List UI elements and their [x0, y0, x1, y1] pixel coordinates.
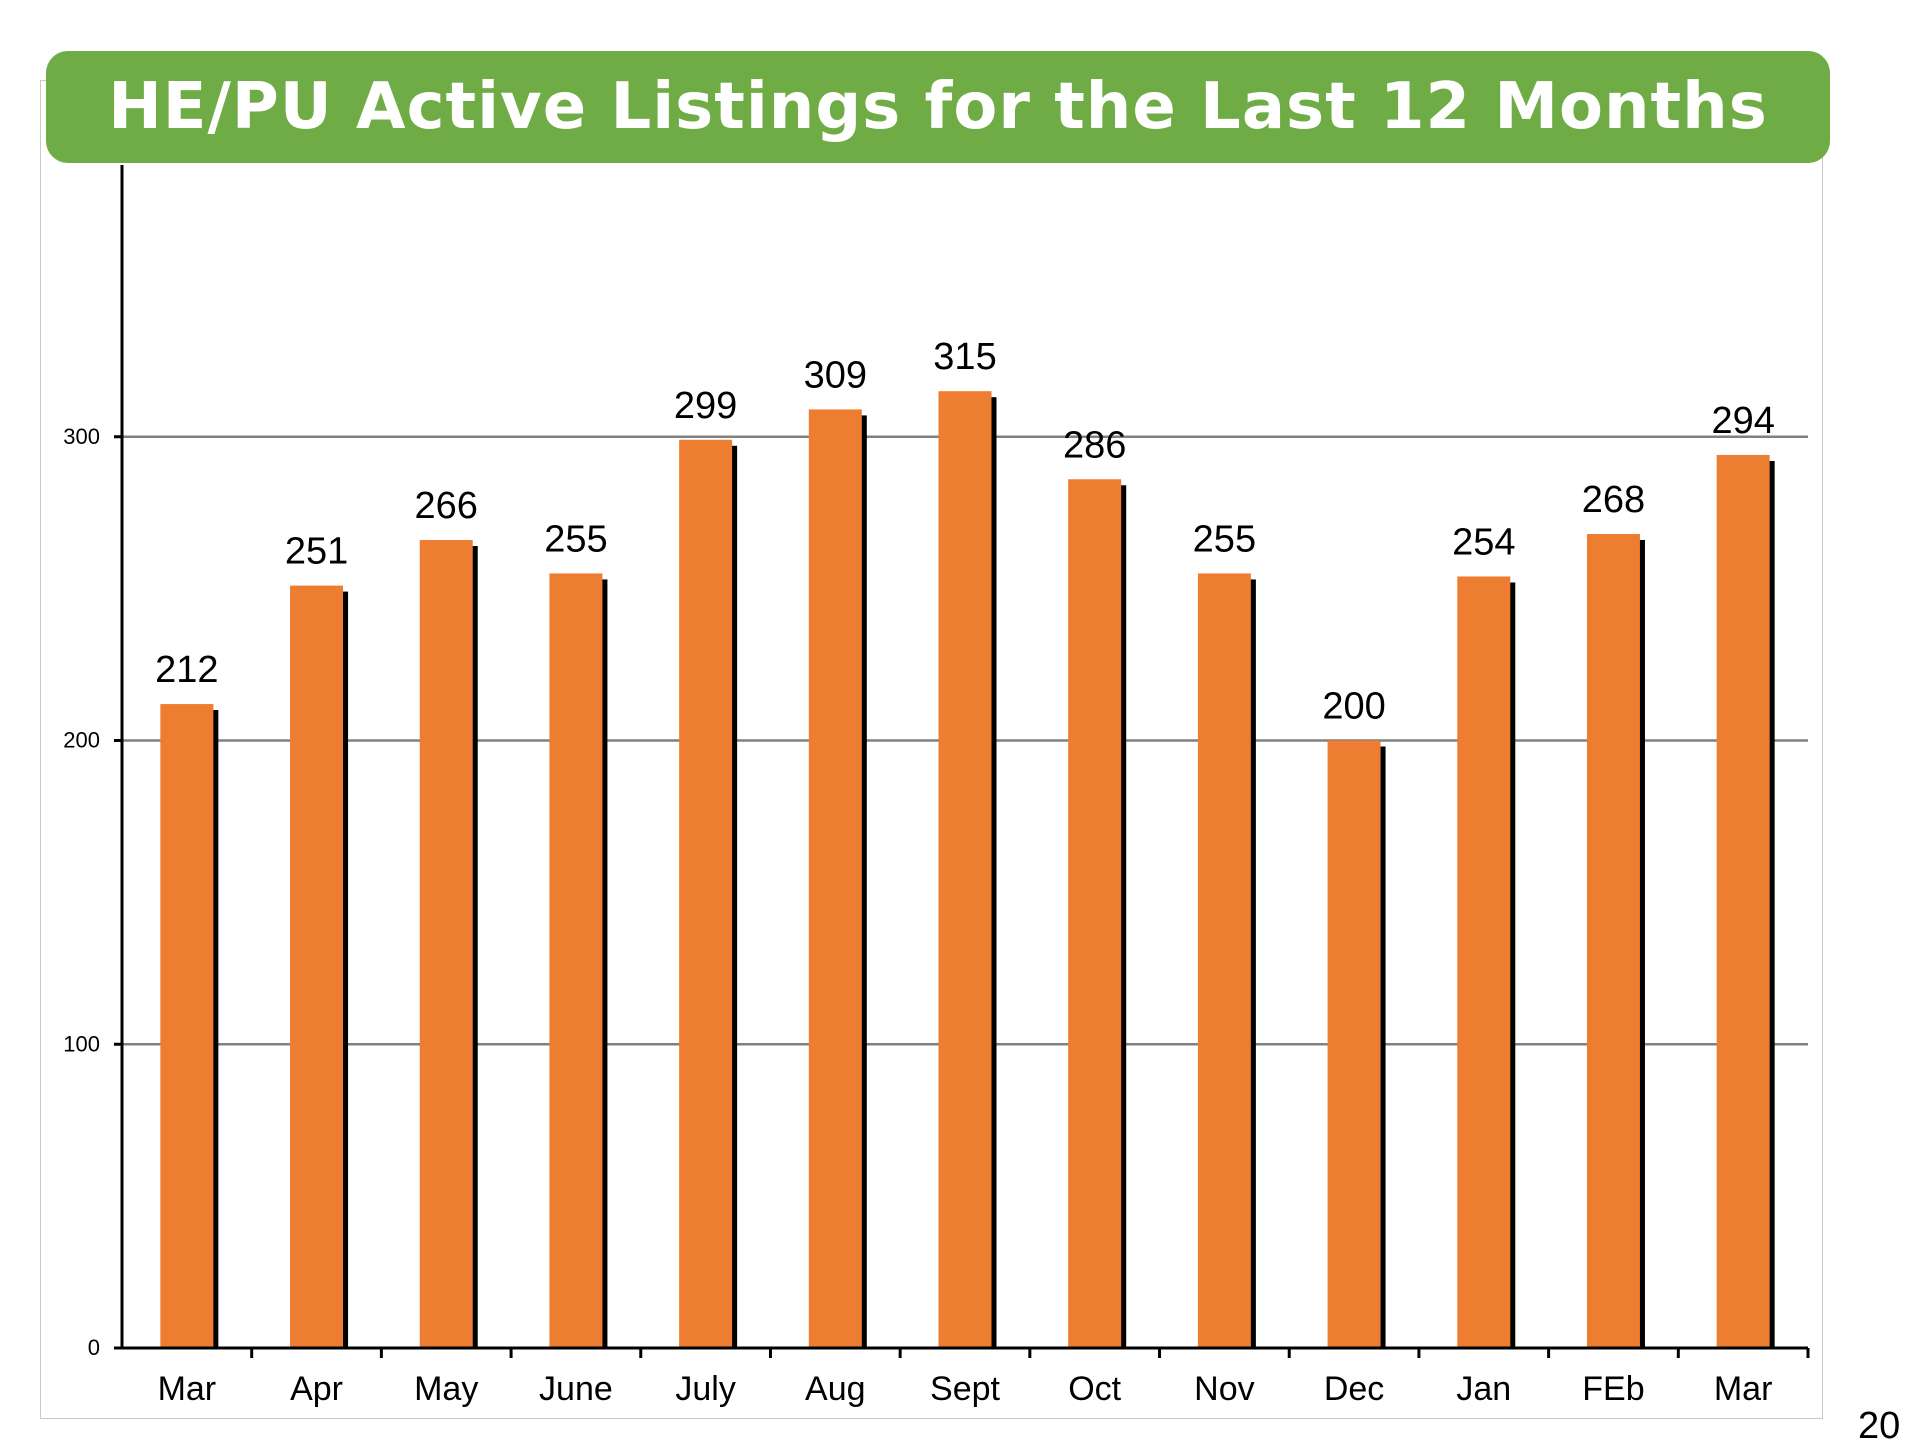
y-tick-label: 300	[63, 424, 100, 449]
data-label: 266	[415, 485, 478, 527]
labels: 0 100 200 300 212 Mar 251 Apr 266 May 255 June 299 Ju…	[63, 336, 1775, 1408]
data-label: 309	[804, 354, 867, 396]
bar	[549, 573, 603, 1348]
x-tick-label: July	[675, 1370, 735, 1408]
page-number: 20	[1858, 1405, 1901, 1447]
x-tick-label: Oct	[1068, 1370, 1121, 1408]
bar	[1068, 479, 1122, 1348]
x-tick-label: Mar	[1714, 1370, 1773, 1408]
x-tick-label: Dec	[1324, 1370, 1384, 1408]
data-label: 268	[1582, 479, 1645, 521]
bar	[1716, 454, 1770, 1349]
x-tick-label: May	[414, 1370, 478, 1408]
data-label: 255	[1193, 518, 1256, 560]
data-label: 200	[1322, 686, 1385, 728]
bar	[419, 540, 473, 1348]
y-tick-label: 0	[88, 1335, 100, 1360]
title-banner: HE/PU Active Listings for the Last 12 Mo…	[46, 51, 1830, 163]
x-tick-label: Apr	[290, 1370, 343, 1408]
data-label: 255	[544, 518, 607, 560]
bars	[160, 391, 1775, 1349]
chart-title: HE/PU Active Listings for the Last 12 Mo…	[108, 70, 1768, 144]
data-label: 315	[933, 336, 996, 378]
bar	[1586, 533, 1640, 1348]
data-label: 254	[1452, 521, 1515, 563]
bar	[679, 439, 733, 1349]
data-label: 251	[285, 531, 348, 573]
x-tick-label: Aug	[805, 1370, 866, 1408]
bar	[160, 704, 214, 1348]
x-tick-label: June	[539, 1370, 613, 1408]
axes	[114, 165, 1808, 1350]
bar	[1327, 740, 1381, 1348]
x-tick-label: Nov	[1194, 1370, 1254, 1408]
y-tick-label: 100	[63, 1031, 100, 1056]
y-tick-label: 200	[63, 728, 100, 753]
data-label: 294	[1711, 400, 1774, 442]
bar	[290, 585, 344, 1348]
bar	[808, 409, 862, 1349]
x-tick-label: Jan	[1456, 1370, 1511, 1408]
x-tick-label: FEb	[1582, 1370, 1644, 1408]
bar	[1197, 573, 1251, 1348]
data-label: 212	[155, 649, 218, 691]
data-label: 286	[1063, 424, 1126, 466]
bar	[1457, 576, 1511, 1348]
data-label: 299	[674, 385, 737, 427]
x-tick-label: Sept	[930, 1370, 1000, 1408]
x-tick-label: Mar	[158, 1370, 217, 1408]
bar	[938, 391, 992, 1348]
